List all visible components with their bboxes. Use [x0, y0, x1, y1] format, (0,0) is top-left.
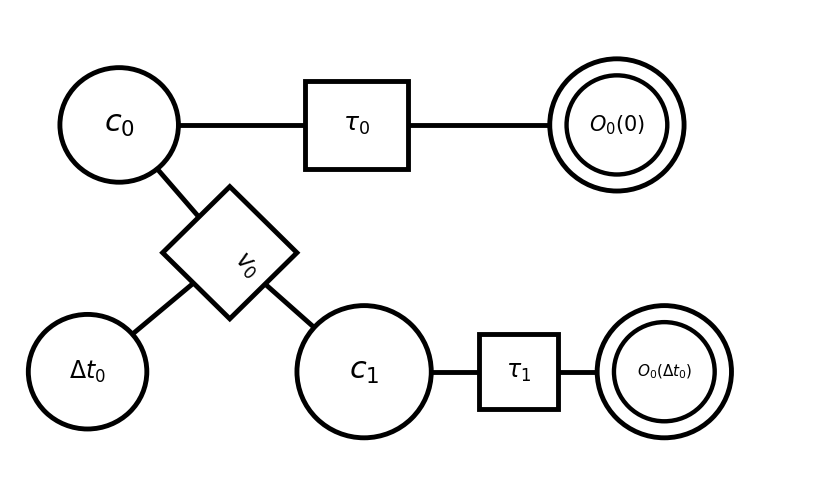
- Ellipse shape: [60, 68, 179, 182]
- Ellipse shape: [28, 314, 146, 429]
- Ellipse shape: [614, 322, 714, 422]
- Ellipse shape: [550, 59, 684, 191]
- Ellipse shape: [297, 306, 431, 438]
- Text: $\tau_1$: $\tau_1$: [505, 360, 531, 384]
- Ellipse shape: [566, 75, 667, 174]
- Text: $\Delta t_0$: $\Delta t_0$: [69, 359, 106, 385]
- FancyBboxPatch shape: [479, 334, 558, 409]
- Polygon shape: [163, 187, 297, 319]
- Text: $c_1$: $c_1$: [349, 357, 379, 386]
- Text: $c_0$: $c_0$: [104, 111, 135, 139]
- Text: $v_0$: $v_0$: [229, 249, 264, 284]
- Text: $O_0(0)$: $O_0(0)$: [589, 113, 645, 137]
- Text: $\tau_0$: $\tau_0$: [342, 113, 370, 137]
- Text: $O_0(\Delta t_0)$: $O_0(\Delta t_0)$: [637, 363, 692, 381]
- FancyBboxPatch shape: [305, 81, 407, 169]
- Ellipse shape: [597, 306, 732, 438]
